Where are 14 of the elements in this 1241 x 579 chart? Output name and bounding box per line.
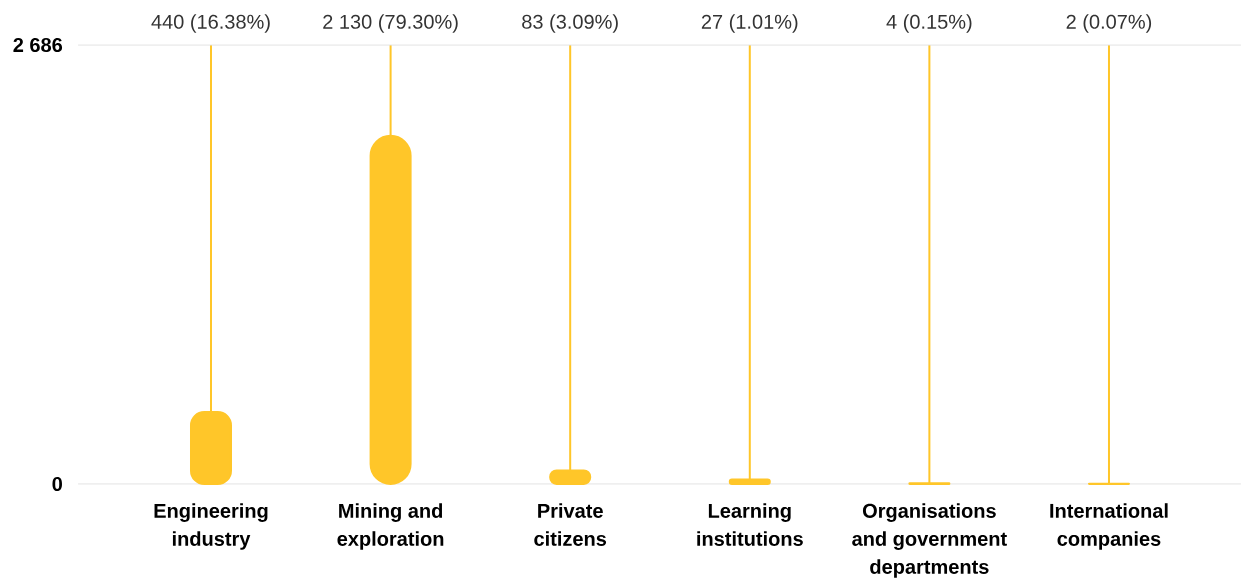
x-tick-label: Organisations and government departments — [852, 503, 1007, 578]
text: 440 (16.38%) — [151, 14, 270, 33]
y-tick-label: 0 — [52, 476, 62, 492]
x-tick-label: Private citizens — [534, 503, 607, 546]
x-tick-label: International companies — [1050, 503, 1168, 550]
text: 2 (0.07%) — [1066, 14, 1152, 33]
text: 83 (3.09%) — [522, 14, 618, 33]
text: 4 (0.15%) — [886, 14, 972, 33]
y-tick-label: 2 686 — [13, 37, 63, 53]
x-tick-label: Engineering industry — [154, 503, 268, 550]
x-tick-label: Learning institutions — [697, 503, 803, 546]
text: 27 (1.01%) — [701, 14, 798, 33]
x-tick-label: Mining and exploration — [337, 503, 444, 550]
text: 2 130 (79.30%) — [323, 14, 458, 33]
